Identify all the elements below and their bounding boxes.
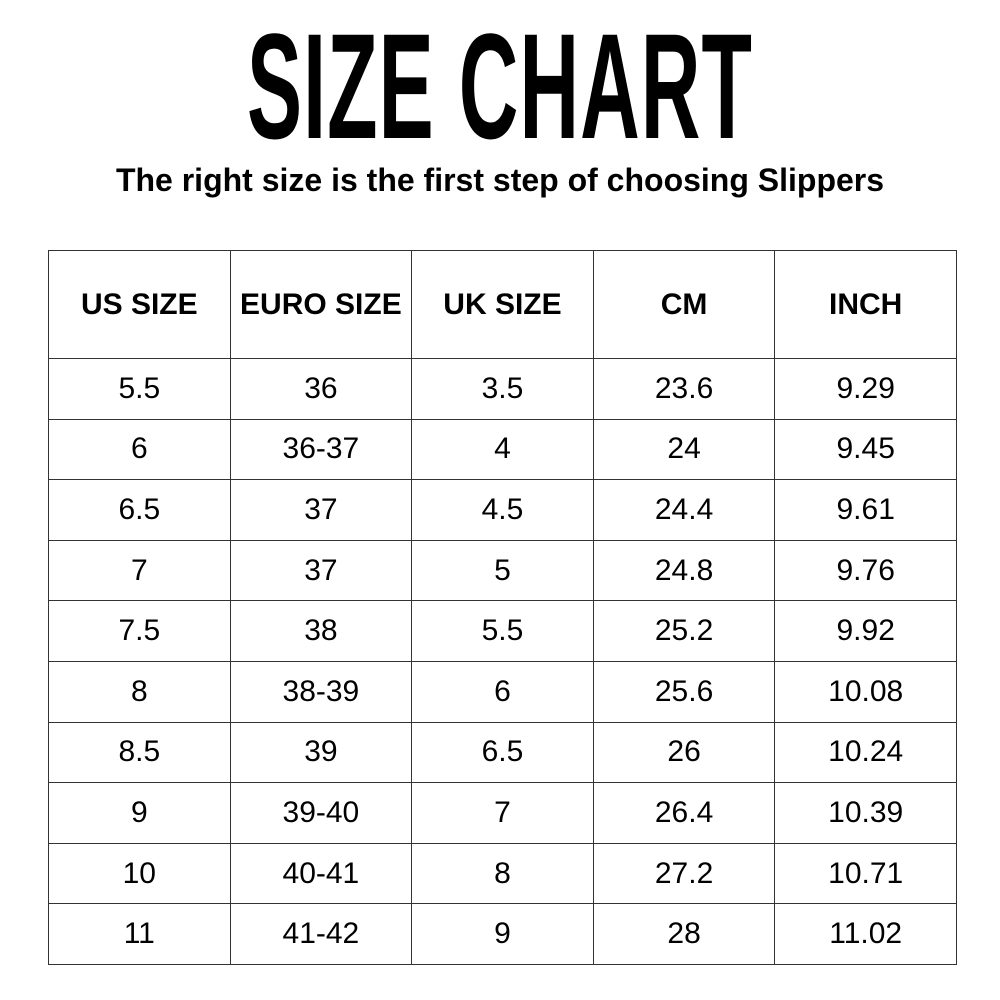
table-cell: 11.02 [774, 903, 957, 965]
table-cell: 10.71 [774, 842, 957, 905]
table-row: 5.5 36 3.5 23.6 9.29 [48, 358, 957, 420]
table-cell: 24.8 [592, 539, 776, 602]
table-cell: 5.5 [411, 600, 594, 662]
table-cell: 26.4 [592, 782, 776, 844]
table-cell: 5.5 [48, 358, 231, 420]
column-header: US SIZE [48, 250, 231, 359]
table-cell: 9.45 [774, 418, 957, 481]
table-cell: 7 [48, 539, 231, 602]
table-cell: 9.61 [774, 479, 957, 541]
table-cell: 28 [592, 903, 776, 965]
table-cell: 39 [229, 721, 413, 784]
table-cell: 11 [48, 903, 231, 965]
table-cell: 4.5 [411, 479, 594, 541]
table-cell: 27.2 [592, 842, 776, 905]
table-cell: 6.5 [48, 479, 231, 541]
table-cell: 8 [48, 660, 231, 723]
column-header: CM [592, 250, 776, 359]
table-cell: 25.6 [592, 660, 776, 723]
table-cell: 10 [48, 842, 231, 905]
table-cell: 3.5 [411, 358, 594, 420]
subtitle: The right size is the first step of choo… [115, 162, 885, 198]
table-cell: 41-42 [229, 903, 413, 965]
table-cell: 23.6 [592, 358, 776, 420]
table-cell: 8 [411, 842, 594, 905]
table-cell: 39-40 [229, 782, 413, 844]
table-cell: 6 [411, 660, 594, 723]
table-row: 7.5 38 5.5 25.2 9.92 [48, 600, 957, 662]
table-cell: 40-41 [229, 842, 413, 905]
table-cell: 37 [229, 539, 413, 602]
column-header: INCH [774, 250, 957, 359]
table-row: 6.5 37 4.5 24.4 9.61 [48, 479, 957, 541]
table-cell: 8.5 [48, 721, 231, 784]
table-cell: 6 [48, 418, 231, 481]
table-cell: 10.24 [774, 721, 957, 784]
title-text: SIZE CHART [247, 2, 753, 170]
table-cell: 38-39 [229, 660, 413, 723]
table-row: 8.5 39 6.5 26 10.24 [48, 721, 957, 784]
table-cell: 10.08 [774, 660, 957, 723]
table-cell: 7.5 [48, 600, 231, 662]
table-row: 7 37 5 24.8 9.76 [48, 539, 957, 602]
table-cell: 26 [592, 721, 776, 784]
table-cell: 6.5 [411, 721, 594, 784]
table-cell: 9.76 [774, 539, 957, 602]
table-cell: 7 [411, 782, 594, 844]
table-cell: 25.2 [592, 600, 776, 662]
table-row: 10 40-41 8 27.2 10.71 [48, 842, 957, 905]
table-cell: 38 [229, 600, 413, 662]
table-cell: 36 [229, 358, 413, 420]
column-header: UK SIZE [411, 250, 594, 359]
size-table: US SIZE EURO SIZE UK SIZE CM INCH 5.5 36 3.5 23… [48, 250, 957, 965]
table-cell: 10.39 [774, 782, 957, 844]
table-cell: 24.4 [592, 479, 776, 541]
table-row: 9 39-40 7 26.4 10.39 [48, 782, 957, 844]
column-header: EURO SIZE [229, 250, 413, 359]
table-cell: 9 [48, 782, 231, 844]
table-cell: 24 [592, 418, 776, 481]
table-cell: 9.29 [774, 358, 957, 420]
table-cell: 37 [229, 479, 413, 541]
table-cell: 4 [411, 418, 594, 481]
table-cell: 9.92 [774, 600, 957, 662]
table-cell: 36-37 [229, 418, 413, 481]
page-title: SIZE CHART [0, 6, 1000, 166]
table-header-row: US SIZE EURO SIZE UK SIZE CM INCH [48, 250, 957, 359]
table-cell: 5 [411, 539, 594, 602]
table-row: 11 41-42 9 28 11.02 [48, 903, 957, 965]
table-cell: 9 [411, 903, 594, 965]
table-row: 8 38-39 6 25.6 10.08 [48, 660, 957, 723]
table-row: 6 36-37 4 24 9.45 [48, 418, 957, 481]
